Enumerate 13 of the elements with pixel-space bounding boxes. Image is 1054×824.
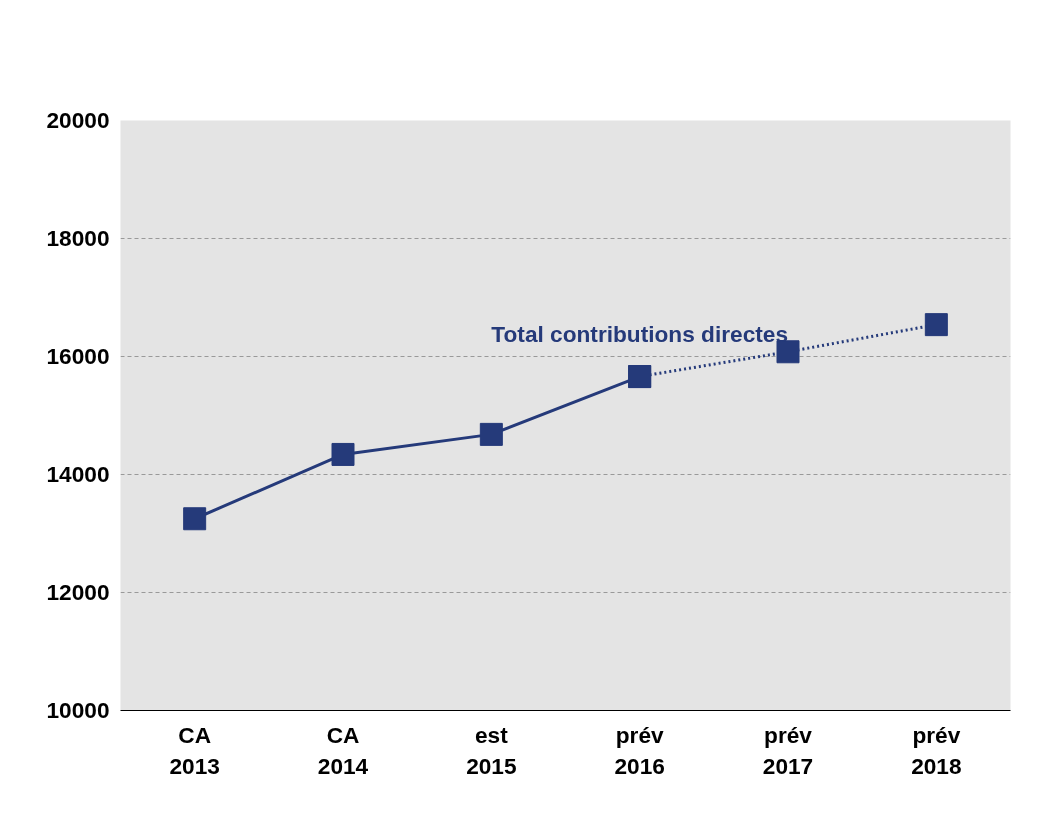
x-tick-label: CA 2014 xyxy=(317,721,369,779)
y-tick-label: 20000 xyxy=(46,107,110,133)
x-tick-label: prév 2018 xyxy=(911,721,962,779)
series-label: Total contributions directes xyxy=(491,320,788,347)
x-tick-label: prév 2017 xyxy=(762,721,814,779)
y-tick-label: 12000 xyxy=(46,579,110,605)
y-tick-label: 16000 xyxy=(46,343,110,369)
x-tick-label: est 2015 xyxy=(466,721,517,779)
x-tick-label: CA 2013 xyxy=(169,721,220,779)
y-tick-label: 10000 xyxy=(46,697,110,723)
x-tick-label: prév 2016 xyxy=(614,721,665,779)
y-tick-label: 18000 xyxy=(46,225,110,251)
y-tick-label: 14000 xyxy=(46,461,110,487)
